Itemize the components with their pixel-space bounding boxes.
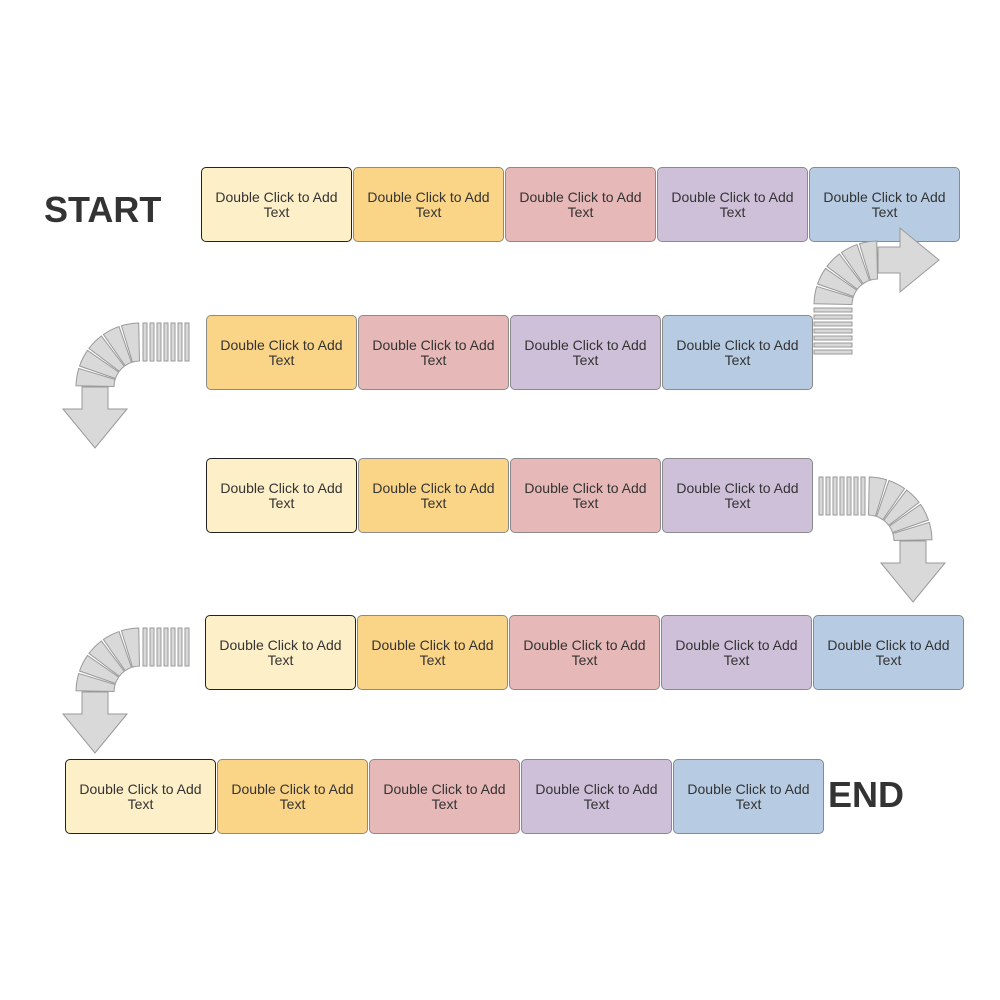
step-text: Double Click to Add Text: [524, 479, 647, 511]
curved-arrow-icon: [61, 627, 190, 754]
step-text: Double Click to Add Text: [231, 780, 354, 812]
step-text: Double Click to Add Text: [372, 336, 495, 368]
step-box[interactable]: Double Click to Add Text: [357, 615, 508, 690]
step-box[interactable]: Double Click to Add Text: [673, 759, 824, 834]
step-box[interactable]: Double Click to Add Text: [521, 759, 672, 834]
path-row-4: Double Click to Add Text Double Click to …: [205, 615, 965, 690]
step-box[interactable]: Double Click to Add Text: [662, 315, 813, 390]
step-text: Double Click to Add Text: [675, 636, 798, 668]
step-box[interactable]: Double Click to Add Text: [509, 615, 660, 690]
step-text: Double Click to Add Text: [523, 636, 646, 668]
step-box[interactable]: Double Click to Add Text: [65, 759, 216, 834]
end-label: END: [828, 774, 905, 815]
step-text: Double Click to Add Text: [535, 780, 658, 812]
path-row-2: Double Click to Add Text Double Click to …: [206, 315, 814, 390]
step-box[interactable]: Double Click to Add Text: [206, 315, 357, 390]
step-box[interactable]: Double Click to Add Text: [510, 458, 661, 533]
step-text: Double Click to Add Text: [219, 636, 342, 668]
start-label: START: [44, 189, 162, 230]
step-box[interactable]: Double Click to Add Text: [662, 458, 813, 533]
step-text: Double Click to Add Text: [524, 336, 647, 368]
step-text: Double Click to Add Text: [367, 188, 490, 220]
step-box[interactable]: Double Click to Add Text: [813, 615, 964, 690]
step-text: Double Click to Add Text: [676, 336, 799, 368]
step-text: Double Click to Add Text: [671, 188, 794, 220]
curved-arrow-icon: [818, 476, 947, 603]
step-box[interactable]: Double Click to Add Text: [358, 458, 509, 533]
step-box[interactable]: Double Click to Add Text: [809, 167, 960, 242]
step-box[interactable]: Double Click to Add Text: [353, 167, 504, 242]
step-text: Double Click to Add Text: [372, 479, 495, 511]
step-text: Double Click to Add Text: [383, 780, 506, 812]
step-box[interactable]: Double Click to Add Text: [661, 615, 812, 690]
step-box[interactable]: Double Click to Add Text: [205, 615, 356, 690]
step-text: Double Click to Add Text: [827, 636, 950, 668]
step-box[interactable]: Double Click to Add Text: [369, 759, 520, 834]
path-row-1: Double Click to Add Text Double Click to …: [201, 167, 961, 242]
step-box[interactable]: Double Click to Add Text: [217, 759, 368, 834]
step-text: Double Click to Add Text: [220, 479, 343, 511]
step-text: Double Click to Add Text: [215, 188, 338, 220]
path-row-5: Double Click to Add Text Double Click to …: [65, 759, 825, 834]
path-row-3: Double Click to Add Text Double Click to …: [206, 458, 814, 533]
step-text: Double Click to Add Text: [79, 780, 202, 812]
step-text: Double Click to Add Text: [823, 188, 946, 220]
step-box[interactable]: Double Click to Add Text: [358, 315, 509, 390]
step-text: Double Click to Add Text: [220, 336, 343, 368]
curved-arrow-icon: [813, 226, 940, 355]
step-box[interactable]: Double Click to Add Text: [657, 167, 808, 242]
step-text: Double Click to Add Text: [687, 780, 810, 812]
step-text: Double Click to Add Text: [676, 479, 799, 511]
step-box[interactable]: Double Click to Add Text: [505, 167, 656, 242]
step-box[interactable]: Double Click to Add Text: [201, 167, 352, 242]
curved-arrow-icon: [61, 322, 190, 449]
step-box[interactable]: Double Click to Add Text: [206, 458, 357, 533]
step-box[interactable]: Double Click to Add Text: [510, 315, 661, 390]
step-text: Double Click to Add Text: [519, 188, 642, 220]
step-text: Double Click to Add Text: [371, 636, 494, 668]
